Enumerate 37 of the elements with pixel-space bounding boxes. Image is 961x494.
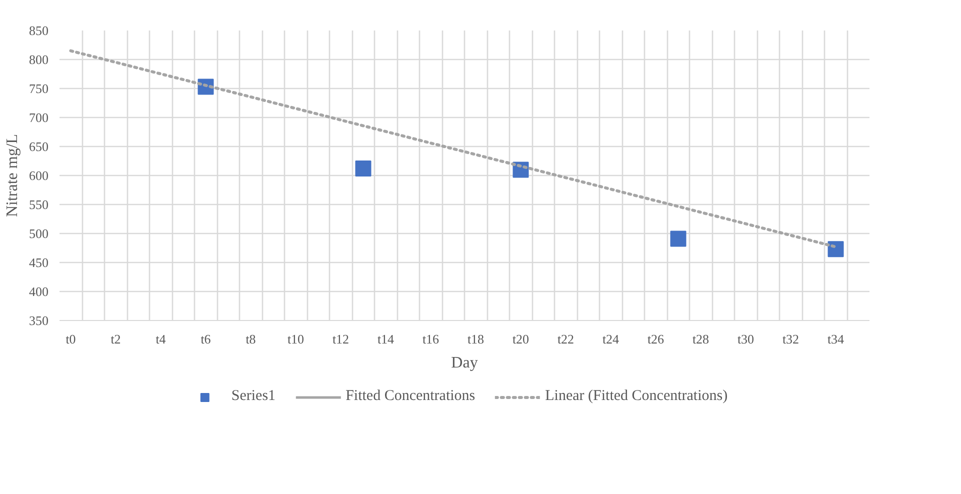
x-tick-label: t26 bbox=[647, 332, 665, 346]
x-tick-label: t24 bbox=[602, 332, 620, 346]
x-tick-label: t16 bbox=[422, 332, 440, 346]
y-tick-label: 650 bbox=[29, 139, 48, 154]
x-tick-label: t2 bbox=[110, 332, 121, 346]
x-tick-label: t30 bbox=[737, 332, 754, 346]
y-tick-label: 800 bbox=[29, 52, 48, 67]
x-tick-label: t28 bbox=[692, 332, 710, 346]
x-tick-label: t18 bbox=[467, 332, 484, 346]
legend-label: Fitted Concentrations bbox=[346, 388, 476, 405]
y-tick-label: 850 bbox=[29, 23, 48, 38]
point bbox=[828, 241, 844, 258]
x-tick-label: t20 bbox=[512, 332, 530, 346]
point bbox=[670, 230, 686, 247]
x-tick-label: t32 bbox=[782, 332, 800, 346]
x-tick-label: t0 bbox=[66, 332, 76, 346]
y-tick-label: 400 bbox=[29, 284, 48, 299]
x-tick-label: t34 bbox=[827, 332, 845, 346]
x-tick-label: t8 bbox=[246, 332, 256, 346]
y-axis-title: Nitrate mg/L bbox=[4, 134, 21, 218]
y-tick-label: 350 bbox=[29, 313, 48, 328]
y-tick-label: 450 bbox=[29, 255, 48, 270]
x-tick-label: t4 bbox=[156, 332, 166, 346]
y-tick-label: 750 bbox=[29, 81, 48, 96]
y-tick-label: 550 bbox=[29, 197, 48, 212]
y-tick-label: 600 bbox=[29, 168, 48, 183]
x-tick-label: t14 bbox=[377, 332, 395, 346]
legend-label: Series1 bbox=[231, 388, 276, 405]
x-axis-title: Day bbox=[451, 354, 478, 372]
x-tick-label: t10 bbox=[287, 332, 304, 346]
x-tick-label: t22 bbox=[557, 332, 574, 346]
point bbox=[355, 160, 372, 177]
x-tick-label: t6 bbox=[200, 332, 212, 346]
x-tick-label: t12 bbox=[332, 332, 350, 346]
legend-label: Linear (Fitted Concentrations) bbox=[545, 388, 728, 405]
y-tick-label: 500 bbox=[29, 226, 48, 241]
y-tick-label: 700 bbox=[29, 110, 48, 125]
